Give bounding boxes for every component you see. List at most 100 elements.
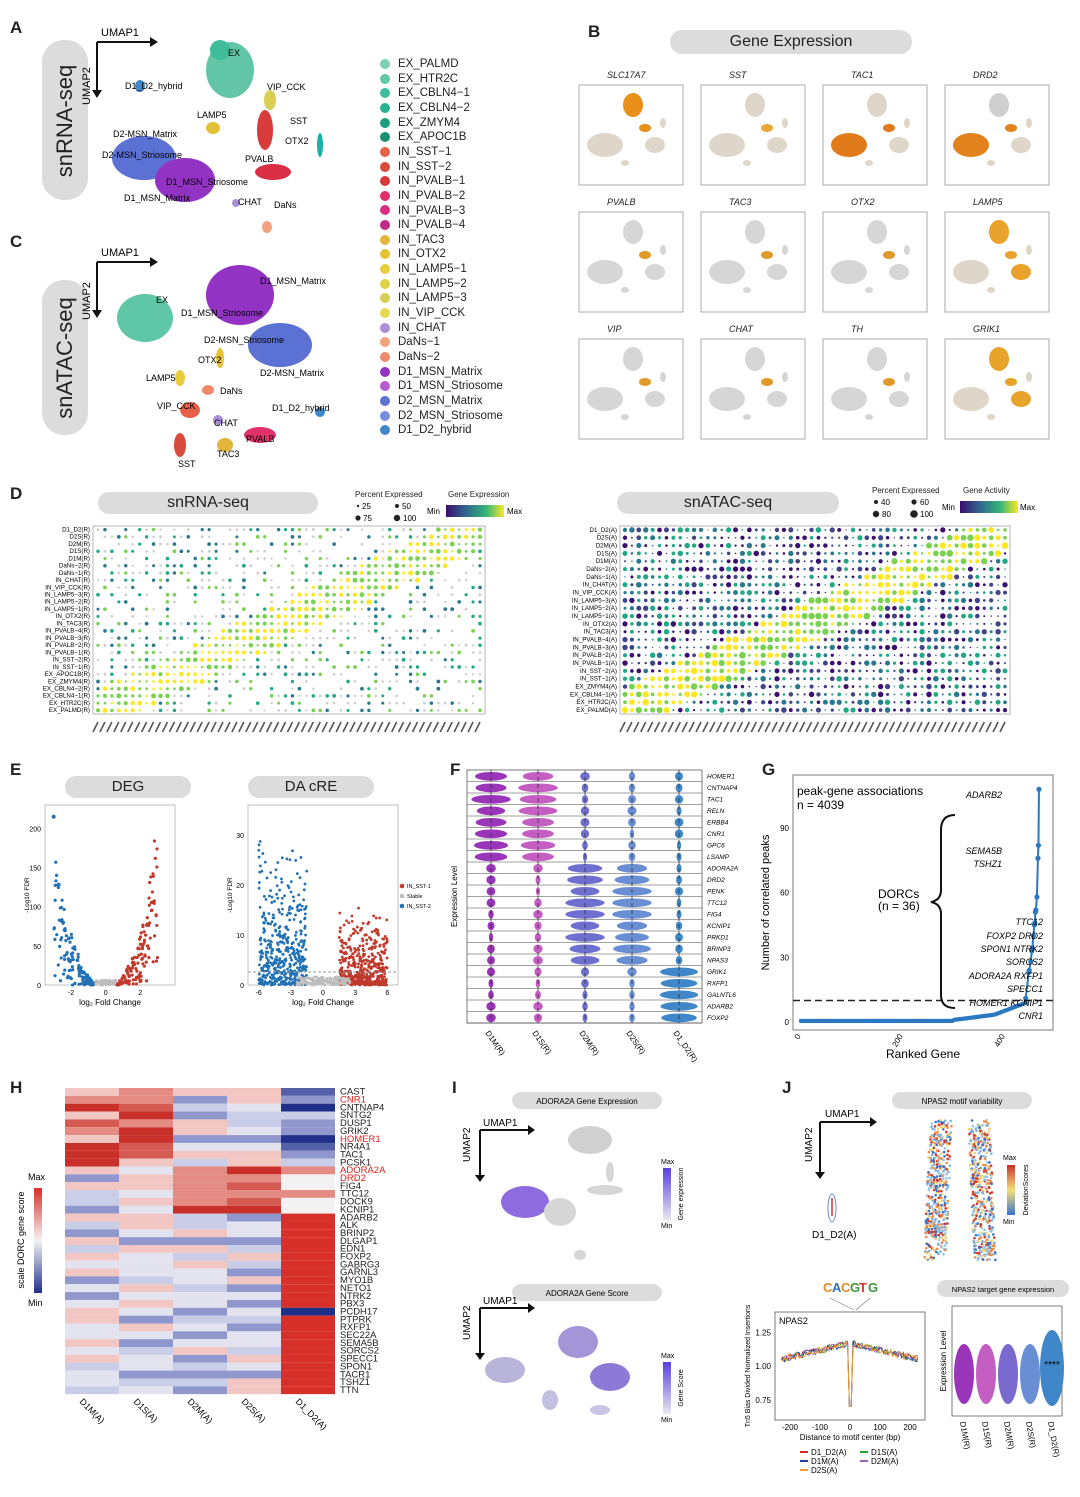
dot <box>103 535 107 539</box>
dot <box>850 597 856 604</box>
cluster-label: VIP_CCK <box>157 401 196 411</box>
dot <box>665 654 668 656</box>
dot <box>623 700 627 705</box>
dot <box>622 582 628 588</box>
gene-tick-label <box>978 721 985 733</box>
dot <box>871 551 876 556</box>
dot <box>960 542 967 549</box>
volcano-point <box>54 879 58 883</box>
volcano-point <box>264 950 268 954</box>
row-label: IN_PVALB−3(R) <box>45 635 90 642</box>
volcano-point <box>275 892 279 896</box>
heatmap-cell <box>65 1299 119 1308</box>
dot <box>691 629 697 635</box>
dot <box>782 669 786 673</box>
volcano-point <box>264 897 268 901</box>
heatmap-cell <box>173 1386 227 1395</box>
dot <box>684 527 690 533</box>
volcano-point <box>154 914 158 918</box>
dot <box>997 615 999 617</box>
volcano-point <box>282 969 286 973</box>
dot <box>692 653 696 658</box>
volcano-point <box>293 978 297 982</box>
dot <box>650 676 656 682</box>
dot <box>788 629 793 634</box>
volcano-point <box>142 938 147 942</box>
heatmap-cell <box>119 1135 173 1143</box>
dot <box>865 567 869 571</box>
dot <box>934 575 938 579</box>
volcano-point <box>261 852 265 855</box>
volcano-point <box>262 894 266 898</box>
dot <box>995 629 1001 635</box>
dot <box>686 599 689 602</box>
heatmap-cell <box>281 1331 335 1340</box>
row-label: D2S(A) <box>597 535 617 542</box>
umap-point <box>978 1131 982 1135</box>
heatmap-cell <box>227 1119 281 1128</box>
dot <box>464 679 468 683</box>
dot <box>194 687 197 690</box>
dot <box>123 549 128 554</box>
cluster-blob <box>883 124 895 132</box>
dot <box>954 590 959 595</box>
dot <box>975 660 980 666</box>
dot <box>899 582 904 587</box>
dot <box>760 535 766 541</box>
volcano-point <box>354 929 357 933</box>
heatmap-gene-label: ADORA2A <box>340 1165 386 1176</box>
dot <box>643 708 648 712</box>
dot <box>387 556 393 561</box>
heatmap-cell <box>173 1127 227 1136</box>
volcano-point <box>384 948 387 952</box>
gene-label: CNTNAP4 <box>707 785 738 792</box>
dot <box>193 622 197 626</box>
umap-point <box>981 1208 985 1212</box>
cluster-blob <box>767 391 787 407</box>
dot <box>138 622 141 625</box>
dot <box>471 644 475 647</box>
dot <box>872 615 875 617</box>
dot <box>124 672 128 676</box>
dot <box>824 536 827 539</box>
dot <box>769 662 771 664</box>
dot <box>899 528 903 532</box>
dot <box>836 621 842 627</box>
dot <box>657 567 662 571</box>
dot <box>464 549 468 553</box>
heatmap-cell <box>173 1111 227 1120</box>
dot <box>650 590 655 595</box>
dot <box>318 564 322 568</box>
volcano-point <box>380 950 383 954</box>
dot <box>677 527 683 533</box>
volcano-point <box>264 976 267 980</box>
dot <box>926 590 932 596</box>
volcano-point <box>301 957 304 961</box>
volcano-point <box>285 948 288 952</box>
dot <box>429 541 434 547</box>
dot <box>899 708 903 712</box>
dot <box>290 585 295 590</box>
plot-frame <box>822 211 928 313</box>
dot <box>837 630 841 634</box>
size-legend-label: 75 <box>363 514 372 523</box>
dot <box>953 629 960 635</box>
volcano-point <box>369 965 373 969</box>
dot <box>644 661 647 665</box>
y-tick-label: 30 <box>236 833 244 840</box>
umap-point <box>976 1258 980 1262</box>
dot <box>933 543 938 548</box>
dot <box>718 660 725 667</box>
dot <box>893 685 896 688</box>
violin <box>580 806 590 816</box>
umap-point <box>982 1163 985 1167</box>
dot <box>803 576 806 578</box>
dot <box>650 669 655 673</box>
dot <box>234 650 240 655</box>
dot <box>693 560 696 563</box>
volcano-point <box>282 974 286 977</box>
volcano-point <box>357 962 360 966</box>
dot <box>788 652 794 659</box>
umap-point <box>973 1168 977 1171</box>
dot <box>388 550 391 553</box>
